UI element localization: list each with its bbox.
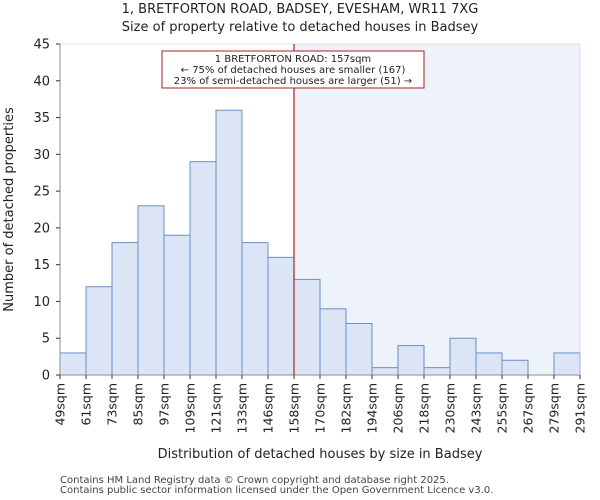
x-tick-label-61sqm: 61sqm [79, 383, 94, 426]
bar-170sqm [319, 308, 347, 376]
y-tick-label-30: 30 [33, 148, 50, 163]
bar-133sqm [241, 242, 269, 376]
annotation-box [161, 50, 425, 89]
chart-title-address: 1, BRETFORTON ROAD, BADSEY, EVESHAM, WR1… [121, 2, 479, 17]
y-tick-label-20: 20 [33, 221, 50, 236]
y-tick-label-5: 5 [42, 332, 50, 347]
x-tick-label-109sqm: 109sqm [183, 383, 198, 433]
bar-182sqm [345, 323, 373, 376]
bar-158sqm [293, 278, 321, 376]
bar-97sqm [163, 234, 191, 376]
bar-121sqm [215, 109, 243, 376]
bar-218sqm [423, 367, 451, 376]
x-tick-label-218sqm: 218sqm [417, 383, 432, 433]
bar-73sqm [111, 242, 139, 376]
bar-49sqm [59, 352, 87, 376]
x-tick-label-170sqm: 170sqm [313, 383, 328, 433]
y-tick-label-0: 0 [42, 369, 50, 384]
x-tick-label-49sqm: 49sqm [53, 383, 68, 426]
x-tick-label-267sqm: 267sqm [521, 383, 536, 433]
x-tick-label-73sqm: 73sqm [105, 383, 120, 426]
y-tick-label-35: 35 [33, 111, 50, 126]
bar-109sqm [189, 161, 217, 376]
x-tick-label-291sqm: 291sqm [573, 383, 588, 433]
footer-licence: Contains public sector information licen… [60, 485, 494, 496]
bar-255sqm [501, 359, 529, 376]
x-tick-label-85sqm: 85sqm [131, 383, 146, 426]
x-tick-label-243sqm: 243sqm [469, 383, 484, 433]
y-tick-label-25: 25 [33, 185, 50, 200]
x-tick-label-279sqm: 279sqm [547, 383, 562, 433]
x-tick-label-121sqm: 121sqm [209, 383, 224, 433]
footer-copyright: Contains HM Land Registry data © Crown c… [60, 475, 449, 486]
bar-194sqm [371, 367, 399, 376]
x-tick-label-146sqm: 146sqm [261, 383, 276, 433]
bar-85sqm [137, 205, 165, 376]
x-tick-label-255sqm: 255sqm [495, 383, 510, 433]
y-tick-label-15: 15 [33, 258, 50, 273]
bar-230sqm [449, 337, 477, 376]
x-tick-label-194sqm: 194sqm [365, 383, 380, 433]
x-tick-label-182sqm: 182sqm [339, 383, 354, 433]
x-tick-label-133sqm: 133sqm [235, 383, 250, 433]
y-axis-title: Number of detached properties [2, 107, 17, 312]
y-tick-label-45: 45 [33, 38, 50, 53]
x-tick-label-158sqm: 158sqm [287, 383, 302, 433]
bar-chart: 0 5 10 15 20 25 30 35 40 45 49sqm 61sqm 73sqm 85sqm 97… [2, 38, 588, 463]
chart-title: Size of property relative to detached ho… [121, 20, 479, 35]
x-tick-label-206sqm: 206sqm [391, 383, 406, 433]
x-tick-label-97sqm: 97sqm [157, 383, 172, 426]
bar-146sqm [267, 256, 295, 376]
bar-279sqm [553, 352, 581, 376]
bar-243sqm [475, 352, 503, 376]
annotation-line-3: 23% of semi-detached houses are larger (… [174, 76, 412, 87]
annotation-line-1: 1 BRETFORTON ROAD: 157sqm [215, 54, 371, 65]
x-axis-title: Distribution of detached houses by size … [158, 447, 483, 462]
y-tick-label-40: 40 [33, 74, 50, 89]
bar-206sqm [397, 345, 425, 376]
bar-61sqm [85, 286, 113, 376]
annotation-line-2: ← 75% of detached houses are smaller (16… [181, 65, 406, 76]
x-tick-label-230sqm: 230sqm [443, 383, 458, 433]
y-tick-label-10: 10 [33, 295, 50, 310]
